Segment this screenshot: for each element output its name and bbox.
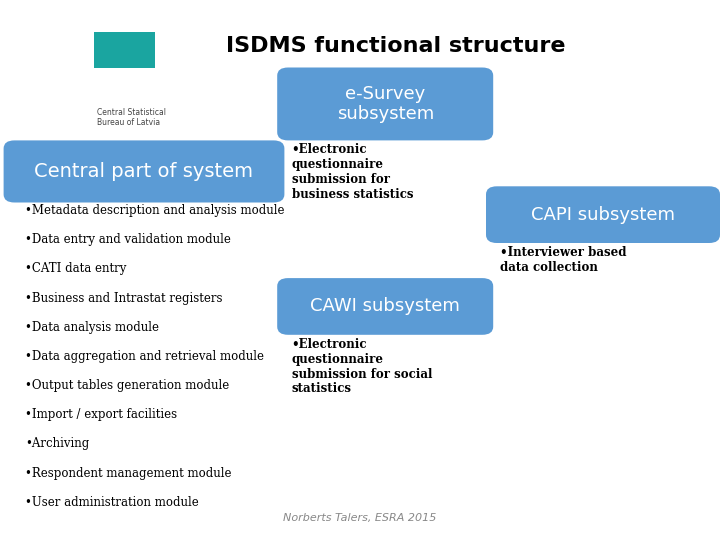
Text: •User administration module: •User administration module bbox=[25, 496, 199, 509]
Text: •Electronic
questionnaire
submission for
business statistics: •Electronic questionnaire submission for… bbox=[292, 143, 413, 201]
Text: e-Survey
subsystem: e-Survey subsystem bbox=[336, 85, 434, 123]
FancyBboxPatch shape bbox=[94, 32, 155, 68]
FancyBboxPatch shape bbox=[4, 140, 284, 202]
Text: •Data aggregation and retrieval module: •Data aggregation and retrieval module bbox=[25, 350, 264, 363]
Text: •Metadata description and analysis module: •Metadata description and analysis modul… bbox=[25, 204, 284, 217]
Text: Central part of system: Central part of system bbox=[35, 162, 253, 181]
Text: ISDMS functional structure: ISDMS functional structure bbox=[226, 36, 566, 56]
Text: •Respondent management module: •Respondent management module bbox=[25, 467, 232, 480]
Text: •Data entry and validation module: •Data entry and validation module bbox=[25, 233, 231, 246]
FancyBboxPatch shape bbox=[277, 278, 493, 335]
Text: •Electronic
questionnaire
submission for social
statistics: •Electronic questionnaire submission for… bbox=[292, 338, 432, 395]
Text: •Business and Intrastat registers: •Business and Intrastat registers bbox=[25, 292, 222, 305]
Text: •Archiving: •Archiving bbox=[25, 437, 89, 450]
Text: CAWI subsystem: CAWI subsystem bbox=[310, 298, 460, 315]
Text: •CATI data entry: •CATI data entry bbox=[25, 262, 127, 275]
Text: Central Statistical
Bureau of Latvia: Central Statistical Bureau of Latvia bbox=[97, 108, 166, 127]
Text: •Data analysis module: •Data analysis module bbox=[25, 321, 159, 334]
FancyBboxPatch shape bbox=[277, 68, 493, 140]
Text: Norberts Talers, ESRA 2015: Norberts Talers, ESRA 2015 bbox=[283, 514, 437, 523]
Text: •Output tables generation module: •Output tables generation module bbox=[25, 379, 230, 392]
Text: •Interviewer based
data collection: •Interviewer based data collection bbox=[500, 246, 627, 274]
FancyBboxPatch shape bbox=[486, 186, 720, 243]
Text: •Import / export facilities: •Import / export facilities bbox=[25, 408, 177, 421]
Text: CAPI subsystem: CAPI subsystem bbox=[531, 206, 675, 224]
